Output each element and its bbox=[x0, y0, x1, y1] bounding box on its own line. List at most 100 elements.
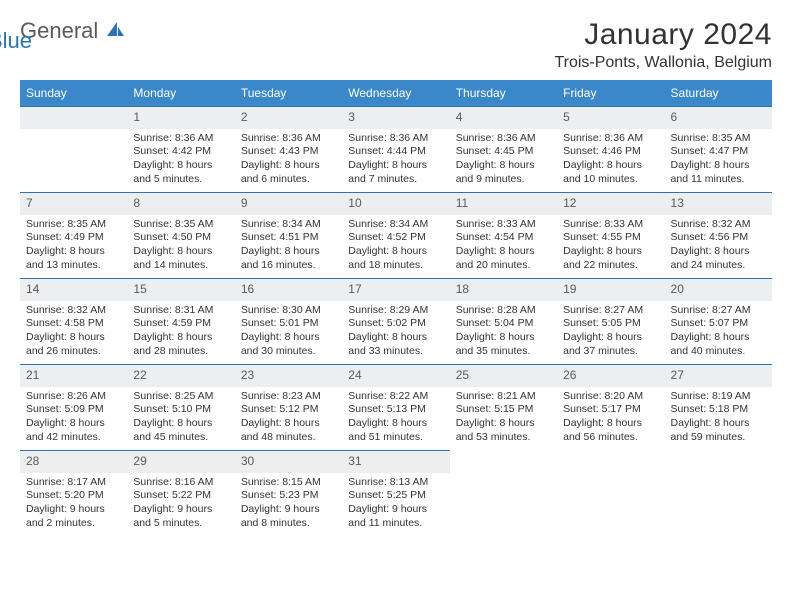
daylight-text: and 18 minutes. bbox=[348, 259, 443, 273]
calendar-body: 1Sunrise: 8:36 AMSunset: 4:42 PMDaylight… bbox=[20, 106, 772, 536]
sunrise-text: Sunrise: 8:33 AM bbox=[563, 218, 658, 232]
sunrise-text: Sunrise: 8:25 AM bbox=[133, 390, 228, 404]
calendar-day-cell: 31Sunrise: 8:13 AMSunset: 5:25 PMDayligh… bbox=[342, 450, 449, 536]
daylight-text: Daylight: 8 hours bbox=[563, 417, 658, 431]
daylight-text: Daylight: 8 hours bbox=[563, 331, 658, 345]
sunrise-text: Sunrise: 8:34 AM bbox=[348, 218, 443, 232]
daylight-text: and 9 minutes. bbox=[456, 173, 551, 187]
title-block: January 2024 Trois-Ponts, Wallonia, Belg… bbox=[554, 18, 772, 72]
logo-sail-icon bbox=[105, 20, 125, 43]
sunset-text: Sunset: 5:05 PM bbox=[563, 317, 658, 331]
day-details: Sunrise: 8:32 AMSunset: 4:56 PMDaylight:… bbox=[665, 215, 772, 277]
logo-text-blue: Blue bbox=[0, 28, 32, 53]
daylight-text: and 16 minutes. bbox=[241, 259, 336, 273]
day-number: 19 bbox=[557, 278, 664, 301]
daylight-text: Daylight: 9 hours bbox=[241, 503, 336, 517]
day-number: 10 bbox=[342, 192, 449, 215]
day-number: 16 bbox=[235, 278, 342, 301]
day-details: Sunrise: 8:35 AMSunset: 4:49 PMDaylight:… bbox=[20, 215, 127, 277]
calendar-day-cell: 23Sunrise: 8:23 AMSunset: 5:12 PMDayligh… bbox=[235, 364, 342, 450]
calendar-day-cell bbox=[557, 450, 664, 536]
sunrise-text: Sunrise: 8:31 AM bbox=[133, 304, 228, 318]
daylight-text: and 40 minutes. bbox=[671, 345, 766, 359]
calendar-day-cell bbox=[665, 450, 772, 536]
daylight-text: Daylight: 8 hours bbox=[671, 245, 766, 259]
daylight-text: and 45 minutes. bbox=[133, 431, 228, 445]
daylight-text: Daylight: 8 hours bbox=[26, 331, 121, 345]
logo: General Blue bbox=[20, 18, 140, 62]
daylight-text: Daylight: 8 hours bbox=[133, 417, 228, 431]
calendar-day-cell: 15Sunrise: 8:31 AMSunset: 4:59 PMDayligh… bbox=[127, 278, 234, 364]
daylight-text: Daylight: 8 hours bbox=[456, 417, 551, 431]
sunset-text: Sunset: 5:12 PM bbox=[241, 403, 336, 417]
day-number: 7 bbox=[20, 192, 127, 215]
day-number: 1 bbox=[127, 106, 234, 129]
daylight-text: and 5 minutes. bbox=[133, 173, 228, 187]
daylight-text: Daylight: 8 hours bbox=[671, 331, 766, 345]
sunset-text: Sunset: 4:54 PM bbox=[456, 231, 551, 245]
day-details: Sunrise: 8:28 AMSunset: 5:04 PMDaylight:… bbox=[450, 301, 557, 363]
sunset-text: Sunset: 4:52 PM bbox=[348, 231, 443, 245]
day-number: 24 bbox=[342, 364, 449, 387]
daylight-text: Daylight: 8 hours bbox=[348, 159, 443, 173]
daylight-text: Daylight: 8 hours bbox=[241, 245, 336, 259]
day-number: 23 bbox=[235, 364, 342, 387]
calendar-week-row: 7Sunrise: 8:35 AMSunset: 4:49 PMDaylight… bbox=[20, 192, 772, 278]
sunset-text: Sunset: 4:58 PM bbox=[26, 317, 121, 331]
calendar-day-cell: 8Sunrise: 8:35 AMSunset: 4:50 PMDaylight… bbox=[127, 192, 234, 278]
location-text: Trois-Ponts, Wallonia, Belgium bbox=[554, 54, 772, 72]
sunrise-text: Sunrise: 8:32 AM bbox=[26, 304, 121, 318]
sunset-text: Sunset: 5:20 PM bbox=[26, 489, 121, 503]
day-details: Sunrise: 8:27 AMSunset: 5:05 PMDaylight:… bbox=[557, 301, 664, 363]
daylight-text: Daylight: 8 hours bbox=[671, 417, 766, 431]
daylight-text: Daylight: 8 hours bbox=[133, 331, 228, 345]
sunset-text: Sunset: 4:50 PM bbox=[133, 231, 228, 245]
sunset-text: Sunset: 5:18 PM bbox=[671, 403, 766, 417]
weekday-header: Thursday bbox=[450, 80, 557, 106]
day-details: Sunrise: 8:27 AMSunset: 5:07 PMDaylight:… bbox=[665, 301, 772, 363]
day-number bbox=[20, 106, 127, 129]
day-details: Sunrise: 8:36 AMSunset: 4:43 PMDaylight:… bbox=[235, 129, 342, 191]
month-title: January 2024 bbox=[554, 18, 772, 52]
daylight-text: and 48 minutes. bbox=[241, 431, 336, 445]
sunrise-text: Sunrise: 8:13 AM bbox=[348, 476, 443, 490]
calendar-day-cell: 10Sunrise: 8:34 AMSunset: 4:52 PMDayligh… bbox=[342, 192, 449, 278]
calendar-day-cell: 7Sunrise: 8:35 AMSunset: 4:49 PMDaylight… bbox=[20, 192, 127, 278]
weekday-header: Friday bbox=[557, 80, 664, 106]
sunset-text: Sunset: 5:25 PM bbox=[348, 489, 443, 503]
day-details: Sunrise: 8:35 AMSunset: 4:47 PMDaylight:… bbox=[665, 129, 772, 191]
sunset-text: Sunset: 5:17 PM bbox=[563, 403, 658, 417]
calendar-week-row: 21Sunrise: 8:26 AMSunset: 5:09 PMDayligh… bbox=[20, 364, 772, 450]
day-number: 13 bbox=[665, 192, 772, 215]
day-details: Sunrise: 8:34 AMSunset: 4:52 PMDaylight:… bbox=[342, 215, 449, 277]
sunset-text: Sunset: 4:43 PM bbox=[241, 145, 336, 159]
daylight-text: Daylight: 8 hours bbox=[456, 159, 551, 173]
sunset-text: Sunset: 5:09 PM bbox=[26, 403, 121, 417]
sunset-text: Sunset: 5:02 PM bbox=[348, 317, 443, 331]
sunrise-text: Sunrise: 8:35 AM bbox=[26, 218, 121, 232]
sunrise-text: Sunrise: 8:27 AM bbox=[671, 304, 766, 318]
day-number: 27 bbox=[665, 364, 772, 387]
calendar-day-cell: 25Sunrise: 8:21 AMSunset: 5:15 PMDayligh… bbox=[450, 364, 557, 450]
calendar-day-cell: 29Sunrise: 8:16 AMSunset: 5:22 PMDayligh… bbox=[127, 450, 234, 536]
sunrise-text: Sunrise: 8:16 AM bbox=[133, 476, 228, 490]
daylight-text: and 35 minutes. bbox=[456, 345, 551, 359]
weekday-header: Wednesday bbox=[342, 80, 449, 106]
daylight-text: Daylight: 8 hours bbox=[241, 331, 336, 345]
calendar-day-cell: 6Sunrise: 8:35 AMSunset: 4:47 PMDaylight… bbox=[665, 106, 772, 192]
sunrise-text: Sunrise: 8:27 AM bbox=[563, 304, 658, 318]
calendar-header-row: Sunday Monday Tuesday Wednesday Thursday… bbox=[20, 80, 772, 106]
day-number: 31 bbox=[342, 450, 449, 473]
daylight-text: and 14 minutes. bbox=[133, 259, 228, 273]
daylight-text: and 56 minutes. bbox=[563, 431, 658, 445]
calendar-day-cell: 9Sunrise: 8:34 AMSunset: 4:51 PMDaylight… bbox=[235, 192, 342, 278]
day-details: Sunrise: 8:34 AMSunset: 4:51 PMDaylight:… bbox=[235, 215, 342, 277]
sunrise-text: Sunrise: 8:33 AM bbox=[456, 218, 551, 232]
weekday-header: Sunday bbox=[20, 80, 127, 106]
daylight-text: and 28 minutes. bbox=[133, 345, 228, 359]
day-details: Sunrise: 8:26 AMSunset: 5:09 PMDaylight:… bbox=[20, 387, 127, 449]
daylight-text: Daylight: 8 hours bbox=[456, 331, 551, 345]
day-number: 18 bbox=[450, 278, 557, 301]
sunset-text: Sunset: 5:22 PM bbox=[133, 489, 228, 503]
daylight-text: and 8 minutes. bbox=[241, 517, 336, 531]
